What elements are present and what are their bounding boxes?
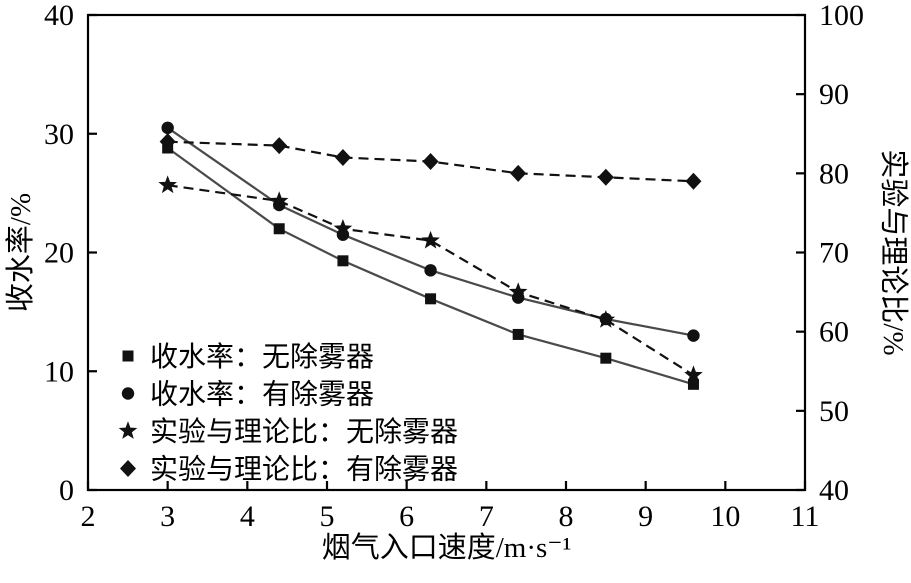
diamond-marker-icon xyxy=(120,460,136,477)
circle-marker-icon xyxy=(687,329,700,342)
y-right-tick-label: 100 xyxy=(819,0,864,32)
y-right-tick-label: 90 xyxy=(819,78,849,111)
square-marker-icon xyxy=(122,350,134,362)
x-tick-label: 6 xyxy=(399,500,414,533)
legend-entry xyxy=(118,421,138,439)
legend-entry-label: 收水率：有除雾器 xyxy=(150,379,374,411)
y-left-tick-label: 40 xyxy=(44,0,74,32)
star-marker-icon xyxy=(421,230,440,249)
legend-entry xyxy=(122,350,134,362)
square-marker-icon xyxy=(337,255,349,267)
star-marker-icon xyxy=(269,191,289,209)
y-left-tick-label: 20 xyxy=(44,237,74,270)
y-right-tick-label: 50 xyxy=(819,395,849,428)
square-marker-icon xyxy=(425,293,437,305)
star-marker-icon xyxy=(118,421,138,439)
diamond-marker-icon xyxy=(271,137,288,155)
legend-entry xyxy=(121,387,135,400)
x-axis xyxy=(86,481,807,490)
x-tick-label: 5 xyxy=(320,500,335,533)
diamond-marker-icon xyxy=(422,152,439,170)
y-right-tick-label: 80 xyxy=(819,157,849,190)
y-axis-right-label: 实验与理论比/% xyxy=(877,149,910,355)
x-tick-label: 3 xyxy=(160,500,175,533)
y-axis-left xyxy=(88,13,97,492)
y-axis-right xyxy=(796,13,805,492)
circle-marker-icon xyxy=(424,264,437,277)
y-right-tick-label: 40 xyxy=(819,474,849,507)
legend-entry xyxy=(120,460,136,477)
square-marker-icon xyxy=(273,223,285,235)
y-axis-left-label: 收水率/% xyxy=(4,193,37,312)
y-right-tick-label: 70 xyxy=(819,237,849,270)
y-left-tick-label: 0 xyxy=(59,474,74,507)
x-tick-label: 4 xyxy=(240,500,255,533)
square-marker-icon xyxy=(687,378,699,390)
y-left-tick-label: 10 xyxy=(44,355,74,388)
star-marker-icon xyxy=(333,218,353,237)
legend-entry-label: 实验与理论比：无除雾器 xyxy=(150,416,458,448)
x-tick-label: 7 xyxy=(479,500,494,533)
x-tick-label: 10 xyxy=(710,500,740,533)
legend-entry-label: 收水率：无除雾器 xyxy=(150,341,374,373)
diamond-marker-icon xyxy=(597,168,614,186)
diamond-marker-icon xyxy=(334,149,351,166)
diamond-marker-icon xyxy=(159,133,176,151)
star-marker-icon xyxy=(158,175,177,194)
legend-entry-label: 实验与理论比：有除雾器 xyxy=(150,454,458,486)
circle-marker-icon xyxy=(121,387,135,400)
x-tick-label: 11 xyxy=(791,500,820,533)
star-marker-icon xyxy=(684,365,703,384)
x-tick-label: 9 xyxy=(638,500,653,533)
x-axis-label: 烟气入口速度/m·s⁻¹ xyxy=(322,531,572,564)
circle-marker-icon xyxy=(161,121,174,135)
x-tick-label: 8 xyxy=(559,500,574,533)
series-3 xyxy=(159,133,702,190)
y-right-tick-label: 60 xyxy=(819,316,849,349)
series-2 xyxy=(158,175,703,384)
star-marker-icon xyxy=(508,282,528,301)
legend xyxy=(118,350,138,477)
square-marker-icon xyxy=(512,328,524,340)
square-marker-icon xyxy=(600,352,612,364)
star-marker-icon xyxy=(596,309,616,328)
x-tick-label: 2 xyxy=(81,500,96,533)
diamond-marker-icon xyxy=(685,172,702,190)
y-left-tick-label: 30 xyxy=(44,118,74,151)
diamond-marker-icon xyxy=(510,164,527,182)
